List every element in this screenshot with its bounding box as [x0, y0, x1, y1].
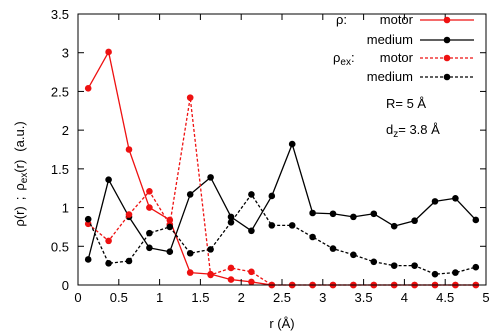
data-point	[370, 258, 378, 266]
x-tick-label: 3	[319, 290, 326, 305]
data-point	[411, 262, 418, 269]
data-point	[411, 217, 418, 225]
x-axis-label: r (Å)	[269, 316, 294, 331]
x-tick-label: 0	[74, 290, 81, 305]
data-point	[227, 264, 235, 272]
legend-rhoex-medium-label: medium	[367, 69, 413, 84]
data-point	[84, 220, 92, 228]
legend-rho-motor-label: motor	[380, 12, 414, 27]
legend-rho-prefix: ρ:	[336, 12, 347, 27]
data-point	[84, 256, 92, 263]
data-point	[248, 227, 255, 235]
legend-rho-motor-marker	[443, 16, 451, 24]
data-point	[288, 222, 296, 229]
data-point	[84, 85, 92, 92]
data-point	[227, 218, 235, 226]
data-point	[248, 278, 255, 286]
legend-rhoex-motor-label: motor	[380, 50, 414, 65]
data-point	[431, 270, 439, 278]
data-point	[370, 210, 378, 218]
series-line	[87, 143, 477, 260]
series-ρ-medium	[84, 140, 480, 263]
data-point	[207, 246, 214, 253]
data-point	[329, 210, 337, 218]
data-point	[390, 222, 398, 230]
x-tick-label: 1	[156, 290, 163, 305]
x-tick-label: 2	[238, 290, 245, 305]
data-point	[472, 263, 480, 271]
annotation-dz: dz= 3.8 Å	[386, 122, 440, 140]
data-point	[186, 191, 194, 198]
data-point	[105, 260, 112, 267]
data-point	[309, 209, 316, 217]
y-tick-label: 2	[62, 123, 69, 138]
x-tick-label: 5	[482, 290, 489, 305]
data-point	[452, 194, 459, 202]
plot-marks	[84, 48, 480, 289]
x-tick-label: 4.5	[436, 290, 454, 305]
y-tick-label: 3	[62, 46, 69, 61]
data-point	[125, 211, 133, 218]
y-tick-label: 1	[62, 201, 69, 216]
y-tick-label: 2.5	[51, 84, 69, 99]
data-point	[309, 233, 316, 241]
data-point	[207, 271, 214, 279]
data-point	[288, 140, 296, 148]
legend-rhoex-medium-marker	[443, 73, 451, 81]
data-point	[390, 262, 398, 269]
data-point	[268, 192, 276, 200]
data-point	[350, 251, 357, 259]
series-ρex-medium	[84, 191, 480, 278]
data-point	[248, 268, 255, 276]
plot-frame	[77, 13, 487, 286]
data-point	[105, 48, 112, 56]
data-point	[105, 237, 112, 245]
data-point	[472, 216, 480, 224]
data-point	[452, 269, 459, 276]
y-axis-label: ρ(r);ρex(r)(a.u.)	[12, 121, 30, 226]
data-point	[146, 188, 153, 195]
data-point	[125, 146, 133, 153]
legend: ρ: motor medium ρex: motor medium	[333, 12, 474, 84]
data-point	[329, 245, 337, 252]
x-tick-label: 2.5	[273, 290, 291, 305]
legend-rho-medium-label: medium	[367, 32, 413, 47]
data-point	[431, 198, 439, 205]
data-point	[166, 248, 174, 256]
y-label-part-rho: ρ(r)	[12, 206, 27, 226]
data-point	[146, 229, 153, 237]
data-point	[248, 191, 255, 198]
data-point	[186, 269, 194, 276]
x-tick-label: 0.5	[110, 290, 128, 305]
annotation-R: R= 5 Å	[386, 96, 426, 111]
data-point	[125, 257, 133, 265]
y-tick-label: 3.5	[51, 7, 69, 22]
y-tick-label: 0.5	[51, 239, 69, 254]
data-point	[268, 222, 276, 229]
data-point	[227, 276, 235, 283]
legend-rhoex-motor-marker	[443, 54, 451, 62]
data-point	[105, 176, 112, 183]
y-tick-label: 0	[62, 278, 69, 293]
data-point	[146, 244, 153, 252]
data-point	[207, 174, 214, 181]
legend-rho-medium-marker	[443, 36, 451, 44]
x-tick-label: 4	[401, 290, 408, 305]
data-point	[350, 213, 357, 221]
legend-rhoex-prefix: ρex:	[333, 50, 355, 68]
data-point	[84, 215, 92, 223]
x-tick-label: 1.5	[191, 290, 209, 305]
series-line	[87, 193, 476, 275]
data-point	[166, 223, 174, 231]
data-point	[146, 204, 153, 211]
y-tick-label: 1.5	[51, 162, 69, 177]
data-point	[186, 249, 194, 257]
data-point	[186, 94, 194, 101]
axis-ticks: 0 0.5 1 1.5 2 2.5 3 3.5 4 4.5 5 0 0.5 1 1.5 2 2.5 3 3.5	[51, 7, 490, 305]
data-point	[227, 213, 235, 221]
x-tick-label: 3.5	[355, 290, 373, 305]
